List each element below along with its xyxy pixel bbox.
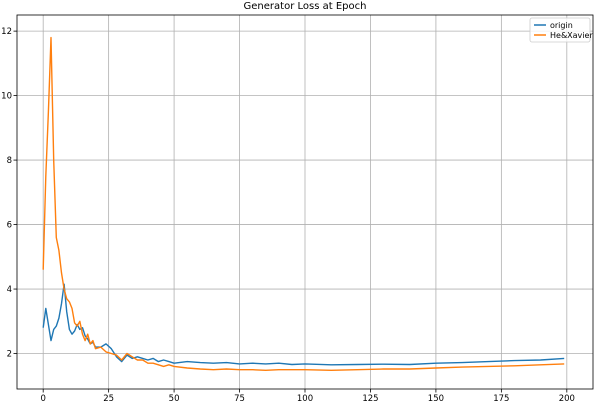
legend-box (529, 17, 591, 43)
grid (17, 15, 593, 389)
x-tick-label: 25 (103, 394, 114, 404)
y-tick-label: 8 (7, 156, 12, 166)
x-tick-label: 150 (428, 394, 444, 404)
y-tick-label: 6 (7, 221, 12, 231)
chart-title: Generator Loss at Epoch (244, 1, 367, 12)
x-tick-label: 175 (493, 394, 509, 404)
ticks: 0 25 50 75 100 125 150 175 200 2 4 6 8 10 12 (1, 27, 575, 404)
legend-label: He&Xavier (550, 31, 593, 40)
y-tick-label: 2 (7, 350, 12, 360)
x-tick-label: 100 (297, 394, 313, 404)
y-tick-label: 12 (1, 27, 12, 37)
y-tick-label: 4 (7, 285, 12, 295)
y-tick-label: 10 (1, 92, 12, 102)
x-tick-label: 125 (362, 394, 378, 404)
x-tick-label: 75 (234, 394, 245, 404)
legend-label: origin (550, 21, 573, 30)
x-tick-label: 50 (169, 394, 180, 404)
x-tick-label: 0 (40, 394, 45, 404)
x-tick-label: 200 (559, 394, 575, 404)
series-line-0 (42, 283, 565, 366)
series-line-1 (42, 36, 565, 371)
series-group (42, 36, 565, 371)
